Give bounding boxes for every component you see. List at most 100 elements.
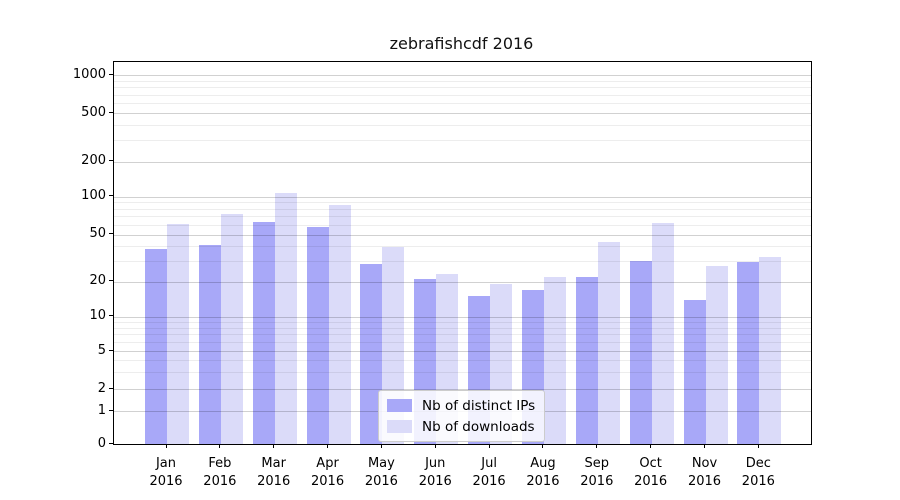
minor-gridline-700 xyxy=(114,94,811,96)
y-tick-mark-2 xyxy=(109,387,113,389)
x-tick-label-sep: Sep 2016 xyxy=(567,455,627,491)
month-year: 2016 xyxy=(364,474,398,489)
month-name: Mar xyxy=(261,456,286,471)
bar-feb-downloads xyxy=(220,213,243,444)
y-tick-mark-1000 xyxy=(109,73,113,75)
y-tick-label-1: 1 xyxy=(97,402,106,418)
month-year: 2016 xyxy=(634,474,668,489)
bar-apr-distinct-ips xyxy=(306,227,329,444)
x-tick-mark-jan xyxy=(165,444,167,448)
gridline-500 xyxy=(114,113,811,114)
gridline-1000 xyxy=(114,75,811,76)
month-year: 2016 xyxy=(526,474,560,489)
bar-mar-distinct-ips xyxy=(252,221,275,444)
bar-mar-downloads xyxy=(274,193,297,444)
x-tick-label-aug: Aug 2016 xyxy=(513,455,573,491)
gridline-200 xyxy=(114,161,811,163)
y-tick-label-10: 10 xyxy=(89,308,106,323)
x-tick-mark-sep xyxy=(596,444,598,448)
y-tick-label-0: 0 xyxy=(97,435,106,451)
distinct-ips-swatch xyxy=(387,399,412,412)
chart-title: zebrafishcdf 2016 xyxy=(389,34,534,53)
x-tick-mark-oct xyxy=(650,444,652,448)
minor-gridline-600 xyxy=(114,103,811,104)
legend: Nb of distinct IPs Nb of downloads xyxy=(378,390,545,442)
bar-dec-distinct-ips xyxy=(737,262,760,444)
bar-nov-distinct-ips xyxy=(683,299,706,444)
x-tick-label-feb: Feb 2016 xyxy=(190,455,250,491)
x-tick-mark-mar xyxy=(273,444,275,448)
y-tick-mark-1 xyxy=(109,409,113,411)
plot-area xyxy=(113,61,812,445)
y-tick-label-50: 50 xyxy=(89,226,106,241)
bar-sep-downloads xyxy=(597,242,620,444)
y-tick-mark-200 xyxy=(109,160,113,161)
minor-gridline-900 xyxy=(114,80,811,82)
x-tick-label-nov: Nov 2016 xyxy=(675,455,735,491)
bar-dec-downloads xyxy=(759,257,782,444)
gridline-100 xyxy=(114,196,811,198)
y-tick-mark-5 xyxy=(109,349,113,351)
x-tick-label-apr: Apr 2016 xyxy=(298,455,358,491)
x-tick-mark-nov xyxy=(704,444,705,448)
y-tick-mark-100 xyxy=(109,195,113,196)
bar-feb-distinct-ips xyxy=(198,244,221,444)
y-tick-mark-0 xyxy=(109,442,113,444)
x-tick-label-may: May 2016 xyxy=(351,455,411,491)
month-year: 2016 xyxy=(580,474,614,489)
x-tick-mark-dec xyxy=(757,444,759,448)
y-tick-label-100: 100 xyxy=(81,188,106,203)
legend-row-distinct-ips: Nb of distinct IPs xyxy=(387,397,536,414)
month-year: 2016 xyxy=(203,474,237,489)
month-year: 2016 xyxy=(311,474,345,489)
month-name: Nov xyxy=(691,456,718,471)
month-year: 2016 xyxy=(418,474,452,489)
x-tick-label-jul: Jul 2016 xyxy=(459,455,519,491)
month-name: Sep xyxy=(584,456,610,471)
y-tick-label-5: 5 xyxy=(97,342,106,358)
legend-row-downloads: Nb of downloads xyxy=(387,418,536,435)
x-tick-mark-apr xyxy=(327,444,329,448)
x-tick-label-jun: Jun 2016 xyxy=(405,455,465,491)
bar-nov-downloads xyxy=(705,266,728,444)
minor-gridline-300 xyxy=(114,140,811,142)
minor-gridline-60 xyxy=(114,224,811,226)
month-year: 2016 xyxy=(149,474,183,489)
x-tick-mark-jun xyxy=(434,444,436,448)
x-tick-mark-feb xyxy=(219,444,221,448)
bar-aug-downloads xyxy=(543,276,566,444)
x-tick-mark-may xyxy=(380,444,382,448)
month-year: 2016 xyxy=(741,474,775,489)
y-tick-label-500: 500 xyxy=(81,104,106,120)
bar-apr-downloads xyxy=(328,205,351,444)
y-tick-mark-10 xyxy=(109,315,113,316)
minor-gridline-90 xyxy=(114,202,811,204)
month-name: Feb xyxy=(208,456,232,471)
legend-label-downloads: Nb of downloads xyxy=(422,418,535,435)
legend-label-distinct-ips: Nb of distinct IPs xyxy=(422,397,536,414)
bar-oct-distinct-ips xyxy=(629,260,652,444)
month-name: Aug xyxy=(530,456,556,471)
minor-gridline-800 xyxy=(114,87,811,89)
x-tick-mark-aug xyxy=(542,444,544,448)
month-year: 2016 xyxy=(472,474,506,489)
y-tick-label-20: 20 xyxy=(89,273,106,288)
x-tick-label-mar: Mar 2016 xyxy=(244,455,304,491)
y-tick-mark-500 xyxy=(109,111,113,113)
minor-gridline-70 xyxy=(114,216,811,218)
gridline-50 xyxy=(114,234,811,236)
minor-gridline-80 xyxy=(114,208,811,210)
bar-may-distinct-ips xyxy=(360,264,383,444)
month-year: 2016 xyxy=(257,474,291,489)
month-name: Dec xyxy=(745,456,771,471)
y-tick-mark-50 xyxy=(109,233,113,234)
bar-oct-downloads xyxy=(651,222,674,444)
month-name: Jul xyxy=(481,456,497,471)
month-name: Jun xyxy=(425,456,446,471)
y-tick-label-2: 2 xyxy=(97,380,106,396)
downloads-swatch xyxy=(387,420,412,433)
bar-jan-downloads xyxy=(167,223,189,444)
y-tick-label-200: 200 xyxy=(81,153,106,168)
month-name: Oct xyxy=(639,456,662,471)
